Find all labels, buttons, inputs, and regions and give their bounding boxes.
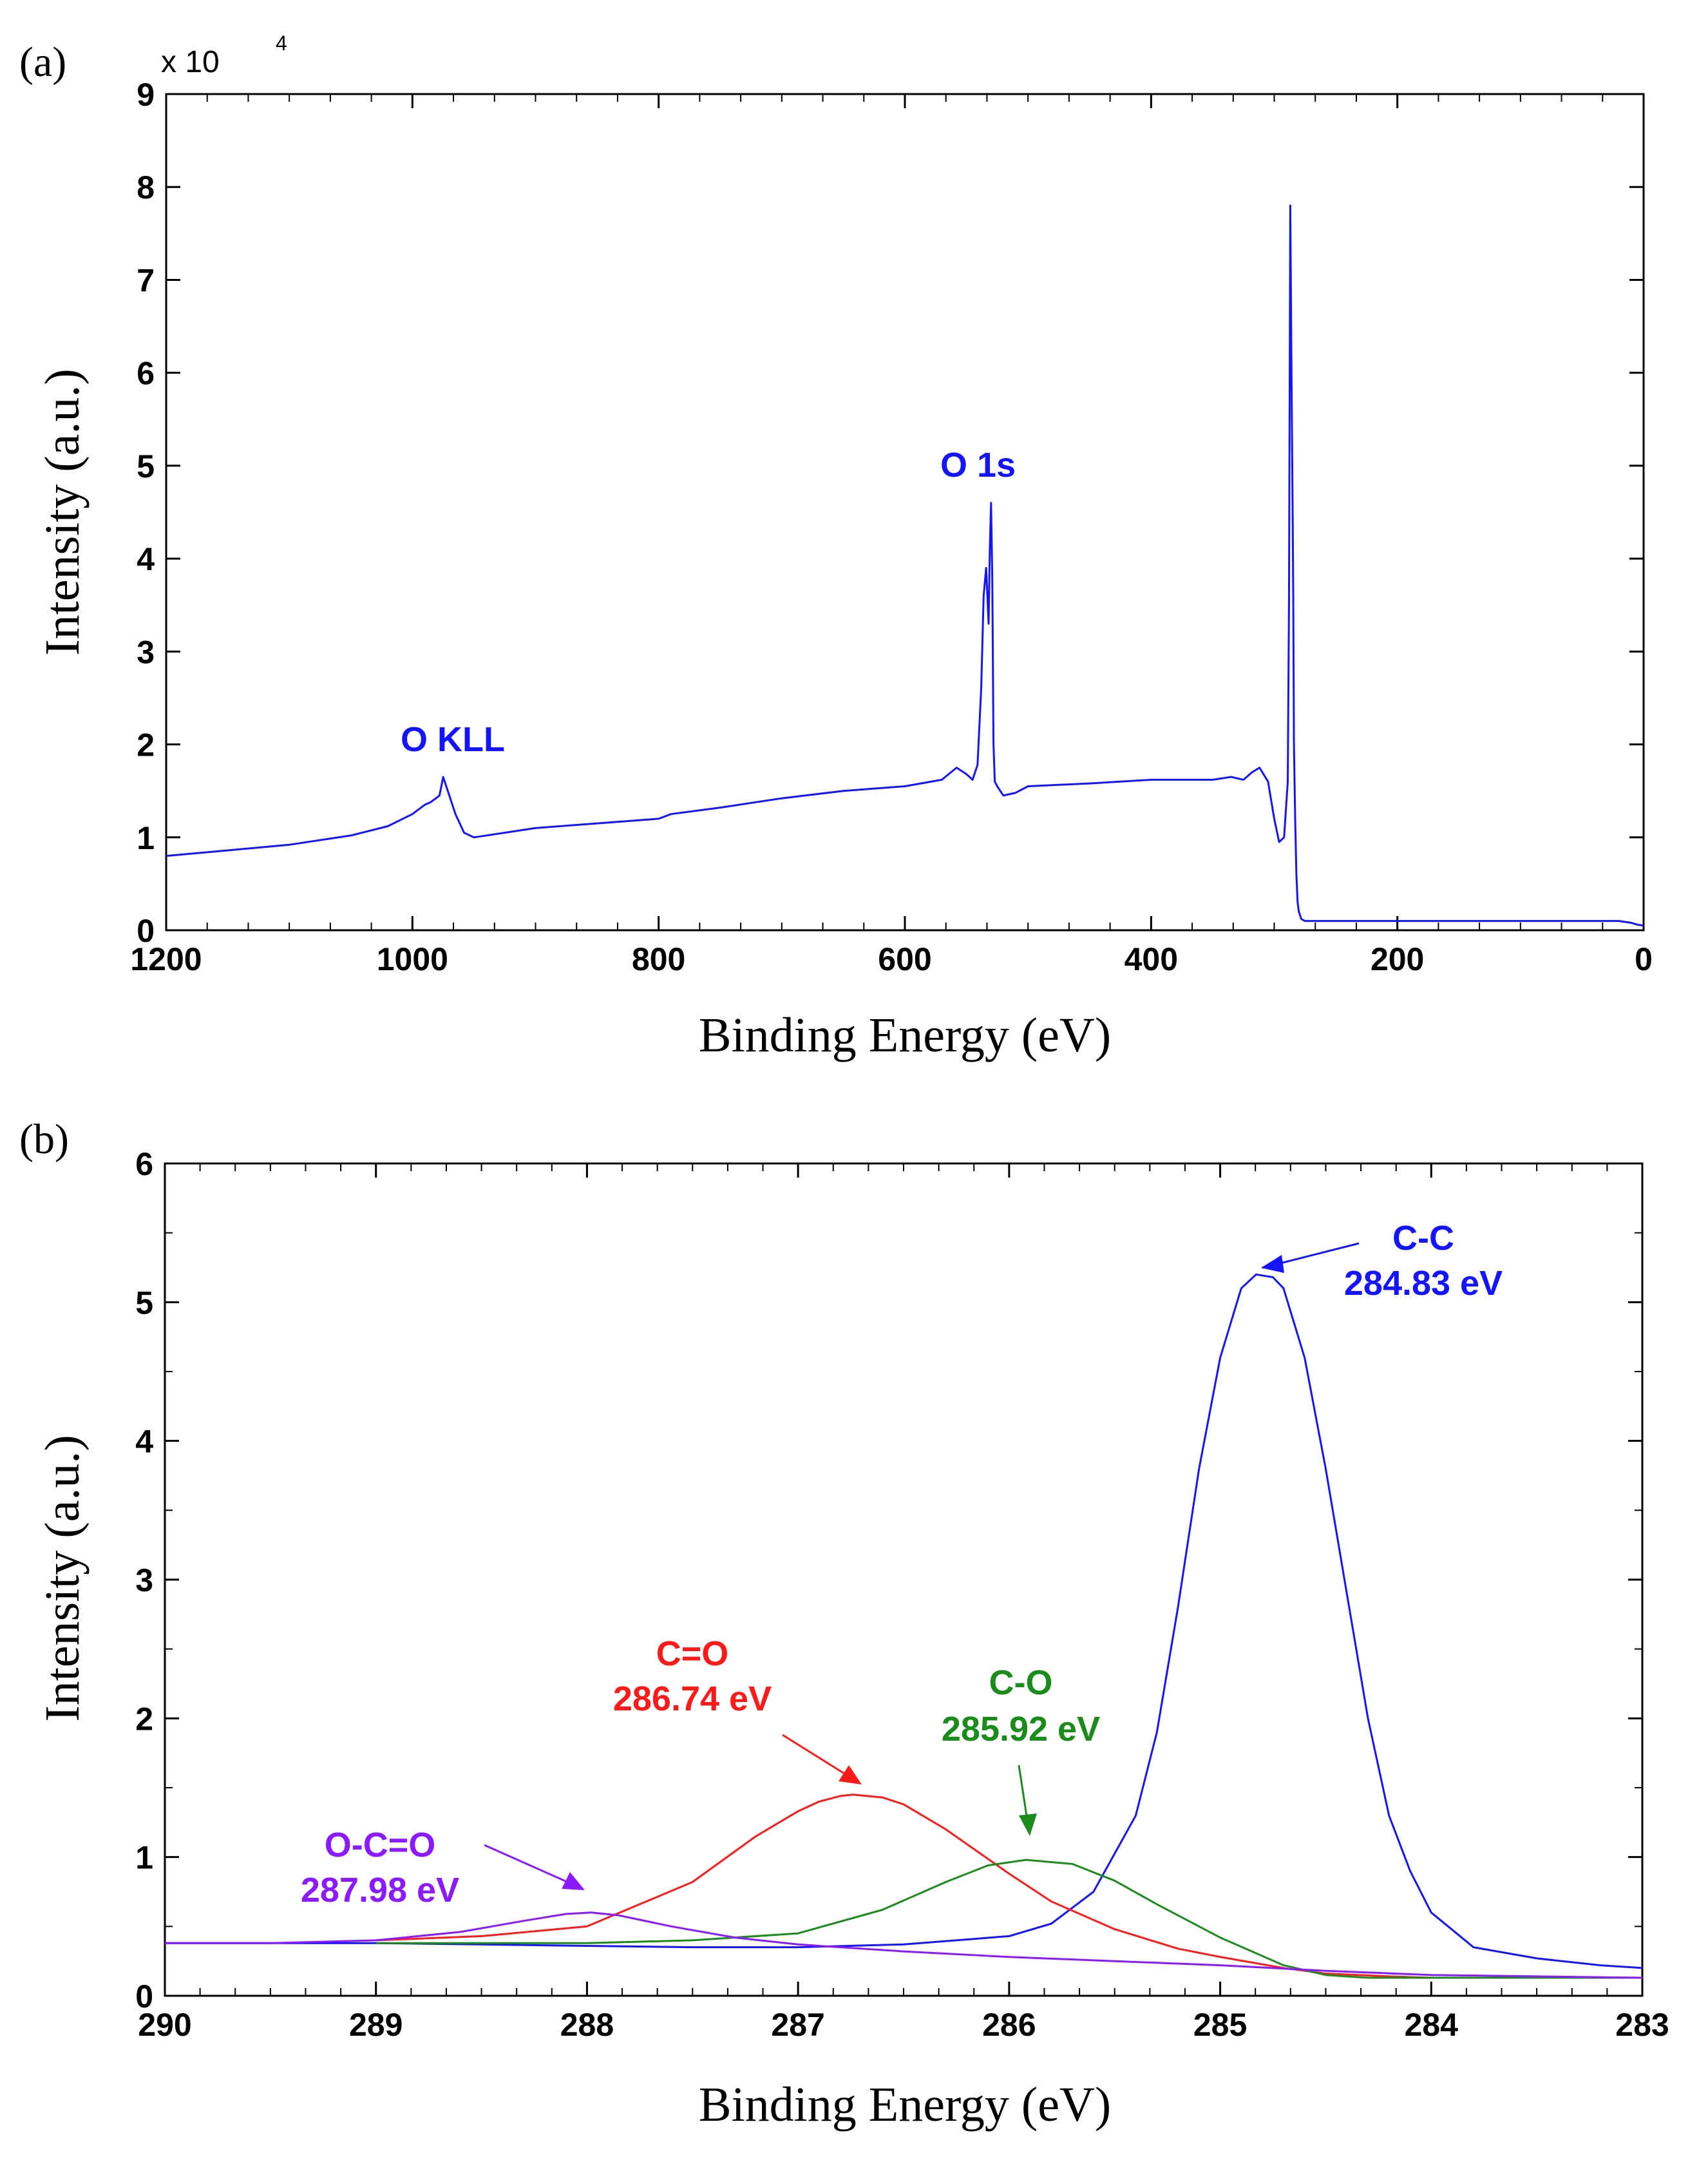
annotation-c-c-label: C-C <box>1392 1219 1454 1258</box>
series-line-o-c-o <box>165 1911 1643 1979</box>
x-tick-label: 1200 <box>130 941 202 977</box>
series-line-c-o <box>375 1859 1642 1979</box>
x-tick-label: 200 <box>1371 941 1424 977</box>
y-tick-label: 4 <box>137 541 155 577</box>
panel-a-y-multiplier: x 10 <box>161 45 220 79</box>
panel-a-label: (a) <box>19 39 66 86</box>
panel-a: (a) x 10 4 1200 1000 800 600 400 200 0 0 1 2 3 4 5 6… <box>19 32 1653 1062</box>
x-tick-label: 800 <box>632 941 685 977</box>
y-tick-label: 2 <box>137 727 155 763</box>
y-tick-label: 1 <box>135 1840 153 1876</box>
x-tick-label: 400 <box>1124 941 1178 977</box>
arrow-c-eq-o-head <box>839 1765 862 1784</box>
y-tick-label: 8 <box>137 169 155 206</box>
y-tick-label: 5 <box>135 1285 153 1321</box>
annotation-o-c-eq-o-label: O-C=O <box>325 1826 436 1864</box>
x-tick-label: 287 <box>771 2007 824 2043</box>
y-tick-label: 2 <box>135 1701 153 1737</box>
y-tick-label: 4 <box>135 1424 153 1460</box>
panel-a-y-multiplier-exponent: 4 <box>276 32 287 55</box>
annotation-c-eq-o-label: C=O <box>656 1634 729 1673</box>
y-tick-label: 0 <box>135 1978 153 2014</box>
panel-b-series <box>165 1273 1643 1979</box>
panel-b-ticks <box>164 1162 1644 1997</box>
panel-a-ticks <box>165 93 1645 932</box>
y-tick-label: 6 <box>137 356 155 392</box>
y-tick-label: 3 <box>135 1562 153 1598</box>
annotation-c-c-value: 284.83 eV <box>1344 1264 1503 1303</box>
y-tick-label: 9 <box>137 77 155 113</box>
x-tick-label: 286 <box>982 2007 1036 2043</box>
annotation-c-o-label: C-O <box>989 1663 1053 1702</box>
panel-a-series <box>166 204 1644 927</box>
x-tick-label: 288 <box>560 2007 614 2043</box>
panel-b-x-axis-title: Binding Energy (eV) <box>699 2078 1111 2132</box>
x-tick-label: 284 <box>1405 2007 1459 2043</box>
x-tick-label: 290 <box>138 2007 191 2043</box>
x-tick-label: 0 <box>1635 941 1653 977</box>
x-tick-label: 283 <box>1615 2007 1669 2043</box>
panel-b-y-tick-labels: 0 1 2 3 4 5 6 <box>135 1146 153 2014</box>
x-tick-label: 600 <box>878 941 931 977</box>
annotation-o-1s: O 1s <box>940 446 1016 484</box>
panel-a-plot-frame <box>165 93 1645 932</box>
annotation-c-o-value: 285.92 eV <box>942 1710 1100 1748</box>
y-tick-label: 1 <box>137 820 155 856</box>
panel-a-x-tick-labels: 1200 1000 800 600 400 200 0 <box>130 941 1653 977</box>
series-line-survey <box>166 204 1644 927</box>
arrow-c-o-head <box>1019 1813 1037 1836</box>
annotation-c-eq-o-value: 286.74 eV <box>613 1679 772 1718</box>
arrow-c-c-head <box>1261 1255 1284 1273</box>
series-line-c-o <box>375 1794 1642 1979</box>
x-tick-label: 289 <box>349 2007 403 2043</box>
panel-b-x-tick-labels: 290 289 288 287 286 285 284 283 <box>138 2007 1669 2043</box>
y-tick-label: 6 <box>135 1146 153 1182</box>
y-tick-label: 3 <box>137 634 155 670</box>
y-tick-label: 0 <box>137 913 155 949</box>
x-tick-label: 285 <box>1193 2007 1247 2043</box>
panel-a-y-axis-title: Intensity (a.u.) <box>35 368 90 655</box>
y-tick-label: 5 <box>137 448 155 484</box>
panel-b-label: (b) <box>19 1116 69 1163</box>
panel-b-y-axis-title: Intensity (a.u.) <box>35 1435 90 1721</box>
y-tick-label: 7 <box>137 262 155 298</box>
annotation-o-c-eq-o-value: 287.98 eV <box>301 1871 459 1909</box>
panel-b: (b) 290 289 288 287 286 285 284 283 0 1 2 3 4 5 6 C-C… <box>19 1116 1669 2132</box>
annotation-o-kll: O KLL <box>401 720 505 759</box>
series-line-c-c <box>165 1273 1643 1969</box>
x-tick-label: 1000 <box>377 941 448 977</box>
panel-a-x-axis-title: Binding Energy (eV) <box>699 1008 1111 1062</box>
arrow-o-c-eq-o-head <box>562 1872 585 1890</box>
panel-a-y-tick-labels: 0 1 2 3 4 5 6 7 8 9 <box>137 77 155 949</box>
